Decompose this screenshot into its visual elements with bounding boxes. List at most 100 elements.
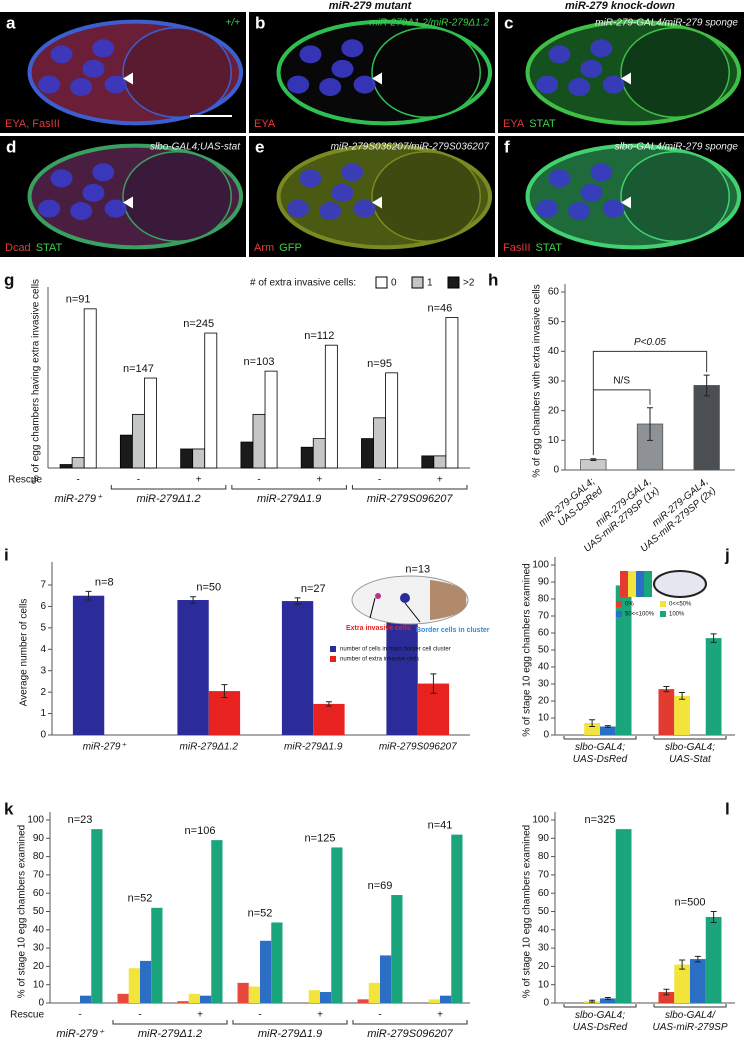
nucleus bbox=[50, 169, 73, 188]
bar bbox=[368, 982, 380, 1003]
group-bracket bbox=[563, 736, 637, 740]
error-bar bbox=[589, 999, 596, 1003]
legend-label: 0% bbox=[625, 602, 634, 608]
rescue-label: - bbox=[258, 1010, 261, 1021]
error-bar bbox=[679, 959, 686, 970]
schematic bbox=[644, 571, 652, 597]
rescue-label: + bbox=[317, 1010, 323, 1021]
stain-label: GFP bbox=[279, 242, 302, 254]
bar bbox=[252, 413, 266, 469]
error-bar bbox=[679, 692, 686, 700]
n-label: n=95 bbox=[367, 358, 392, 370]
nucleus bbox=[70, 78, 93, 97]
y-tick-label: 30 bbox=[548, 376, 560, 387]
bar bbox=[200, 995, 212, 1003]
bar bbox=[324, 344, 338, 469]
genotype: slbo-GAL4/miR-279 sponge bbox=[615, 142, 739, 153]
nucleus bbox=[548, 169, 571, 188]
nucleus bbox=[299, 45, 322, 64]
legend-label: 0 bbox=[391, 278, 397, 289]
y-axis-label: % of egg chambers with extra invasive ce… bbox=[532, 284, 543, 477]
schematic bbox=[636, 571, 644, 597]
schematic bbox=[620, 571, 628, 597]
rescue-label: - bbox=[257, 475, 260, 486]
bracket bbox=[592, 350, 708, 390]
legend-label: >2 bbox=[463, 278, 475, 289]
stain-label: Dcad bbox=[5, 242, 31, 254]
y-tick-label: 7 bbox=[40, 580, 46, 591]
n-label: n=106 bbox=[185, 825, 216, 837]
y-tick-label: 70 bbox=[538, 870, 550, 881]
bar bbox=[119, 434, 133, 469]
y-tick-label: 90 bbox=[33, 833, 45, 844]
rescue-label: + bbox=[197, 1010, 203, 1021]
bar bbox=[385, 372, 399, 469]
error-bar bbox=[590, 458, 597, 462]
row-label: Rescue bbox=[10, 1010, 44, 1021]
bar bbox=[658, 992, 675, 1003]
y-tick-label: 60 bbox=[538, 628, 550, 639]
panel-letter: g bbox=[4, 270, 14, 289]
nucleus bbox=[319, 202, 342, 221]
panel-letter: f bbox=[504, 137, 510, 156]
y-tick-label: 50 bbox=[548, 316, 560, 327]
bar bbox=[72, 595, 105, 735]
legend-label: 100% bbox=[669, 612, 685, 618]
bar bbox=[188, 993, 200, 1003]
nucleus bbox=[602, 199, 625, 218]
bar bbox=[615, 829, 632, 1003]
nucleus bbox=[590, 39, 613, 58]
nucleus bbox=[50, 45, 73, 64]
annotation: Extra invasive cells bbox=[346, 625, 411, 632]
y-tick-label: 40 bbox=[538, 662, 550, 673]
y-tick-label: 60 bbox=[548, 287, 560, 298]
error-bar bbox=[85, 590, 92, 601]
error-bar bbox=[604, 997, 611, 1000]
y-tick-label: 20 bbox=[538, 696, 550, 707]
y-tick-label: 10 bbox=[538, 979, 550, 990]
n-label: n=147 bbox=[123, 363, 154, 375]
legend-swatch bbox=[616, 601, 622, 607]
x-tick-label: slbo-GAL4/UAS-miR-279SP bbox=[652, 1010, 727, 1033]
bar bbox=[428, 999, 440, 1003]
legend-swatch bbox=[616, 611, 622, 617]
bar bbox=[91, 829, 103, 1003]
group-label: miR-279S096207 bbox=[367, 1028, 453, 1040]
group-bracket bbox=[653, 736, 727, 740]
x-tick-label: miR-279S096207 bbox=[379, 742, 457, 753]
y-tick-label: 90 bbox=[538, 577, 550, 588]
y-tick-label: 100 bbox=[27, 815, 44, 826]
rescue-label: - bbox=[378, 475, 381, 486]
stain-label: FasIII bbox=[503, 242, 531, 254]
bar bbox=[308, 990, 320, 1003]
panel-letter: h bbox=[488, 270, 498, 289]
bar bbox=[271, 922, 283, 1003]
nucleus bbox=[104, 75, 127, 94]
nucleus bbox=[353, 199, 376, 218]
n-label: n=500 bbox=[675, 896, 706, 908]
group-bracket bbox=[112, 1020, 228, 1025]
error-bar bbox=[710, 911, 717, 923]
bar bbox=[117, 993, 129, 1003]
y-tick-label: 70 bbox=[33, 870, 45, 881]
y-tick-label: 80 bbox=[33, 851, 45, 862]
genotype: miR-279S036207/miR-279S036207 bbox=[331, 142, 490, 153]
rescue-label: + bbox=[437, 475, 443, 486]
legend-label: 1 bbox=[427, 278, 433, 289]
y-tick-label: 1 bbox=[40, 708, 46, 719]
y-tick-label: 50 bbox=[538, 906, 550, 917]
bar bbox=[140, 960, 152, 1003]
y-tick-label: 80 bbox=[538, 594, 550, 605]
arrowhead bbox=[372, 196, 382, 209]
group-bracket bbox=[653, 1004, 727, 1008]
genotype: slbo-GAL4;UAS-stat bbox=[150, 142, 241, 153]
arrowhead bbox=[123, 72, 133, 85]
y-tick-label: 30 bbox=[538, 943, 550, 954]
stain-label: STAT bbox=[536, 242, 563, 254]
legend-label: 0<<50% bbox=[669, 602, 692, 608]
n-label: n=125 bbox=[305, 832, 336, 844]
schematic bbox=[628, 571, 636, 597]
annotation: N/S bbox=[613, 376, 630, 387]
oocyte bbox=[122, 150, 232, 243]
